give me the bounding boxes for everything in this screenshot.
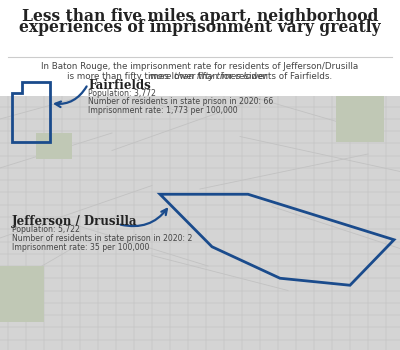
Text: Population: 3,772: Population: 3,772	[88, 89, 156, 98]
FancyBboxPatch shape	[336, 96, 384, 142]
FancyBboxPatch shape	[288, 74, 320, 95]
Text: Jefferson / Drusilla: Jefferson / Drusilla	[12, 215, 138, 228]
FancyBboxPatch shape	[36, 133, 72, 159]
Text: experiences of imprisonment vary greatly: experiences of imprisonment vary greatly	[19, 19, 381, 36]
Text: Less than five miles apart, neighborhood: Less than five miles apart, neighborhood	[22, 8, 378, 25]
Text: more than fifty times lower: more than fifty times lower	[132, 72, 268, 82]
Text: Fairfields: Fairfields	[88, 79, 151, 92]
FancyBboxPatch shape	[0, 266, 44, 322]
Text: In Baton Rouge, the imprisonment rate for residents of Jefferson/Drusilla: In Baton Rouge, the imprisonment rate fo…	[41, 62, 359, 71]
Text: Population: 5,722: Population: 5,722	[12, 225, 80, 234]
Text: Imprisonment rate: 35 per 100,000: Imprisonment rate: 35 per 100,000	[12, 243, 149, 252]
Text: Number of residents in state prison in 2020: 66: Number of residents in state prison in 2…	[88, 97, 273, 106]
Text: is more than fifty times lower than for residents of Fairfields.: is more than fifty times lower than for …	[68, 72, 332, 82]
FancyBboxPatch shape	[0, 0, 400, 96]
Text: is more than fifty times lower than for residents of Fairfields.: is more than fifty times lower than for …	[68, 72, 332, 82]
FancyBboxPatch shape	[0, 42, 400, 350]
Text: Imprisonment rate: 1,773 per 100,000: Imprisonment rate: 1,773 per 100,000	[88, 106, 238, 115]
Text: Number of residents in state prison in 2020: 2: Number of residents in state prison in 2…	[12, 234, 192, 243]
